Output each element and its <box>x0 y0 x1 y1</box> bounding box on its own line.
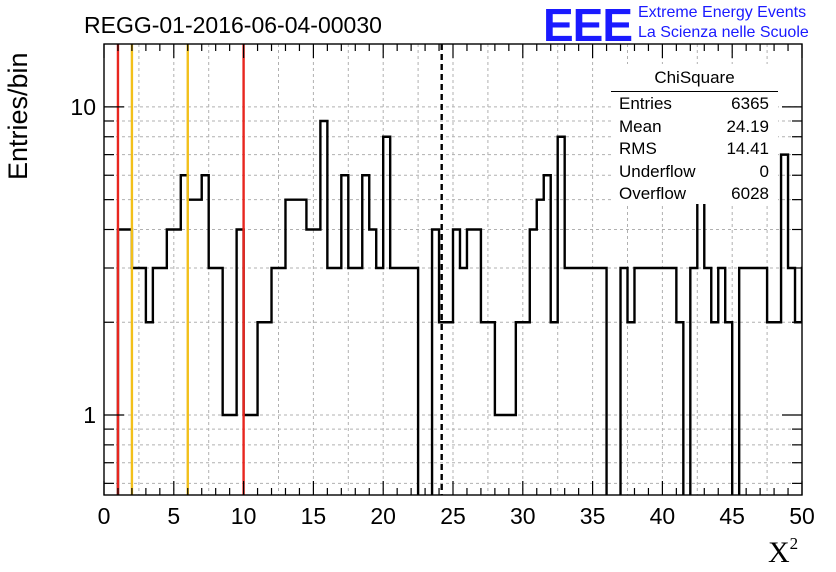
stats-row-overflow: Overflow 6028 <box>619 184 769 206</box>
stats-row-entries: Entries 6365 <box>619 94 769 116</box>
stats-divider <box>611 91 778 92</box>
stats-value: 0 <box>759 162 769 181</box>
x-tick-label: 45 <box>719 503 745 529</box>
eee-logo: EEE Extreme Energy Events La Scienza nel… <box>543 0 833 51</box>
x-tick-label: 35 <box>580 503 606 529</box>
y-tick-label: 1 <box>83 402 96 428</box>
eee-logo-mark: EEE <box>543 0 633 51</box>
x-tick-label: 15 <box>301 503 327 529</box>
stats-value: 24.19 <box>726 117 769 136</box>
stats-label: Overflow <box>619 184 687 203</box>
stats-row-rms: RMS 14.41 <box>619 139 769 161</box>
eee-logo-line1: Extreme Energy Events <box>638 4 807 21</box>
y-axis-label: Entries/bin <box>3 52 33 180</box>
x-tick-label: 40 <box>650 503 676 529</box>
stats-label: Underflow <box>619 162 696 181</box>
stats-label: Entries <box>619 94 672 113</box>
stats-row-underflow: Underflow 0 <box>619 162 769 184</box>
stats-value: 6365 <box>731 94 769 113</box>
stats-title: ChiSquare <box>654 68 735 87</box>
stats-label: RMS <box>619 139 657 158</box>
chart-title: REGG-01-2016-06-04-00030 <box>84 12 382 38</box>
x-tick-label: 0 <box>98 503 111 529</box>
stats-label: Mean <box>619 117 662 136</box>
stats-value: 6028 <box>731 184 769 203</box>
x-axis-label: X2 <box>768 534 799 569</box>
stats-row-mean: Mean 24.19 <box>619 117 769 139</box>
stats-value: 14.41 <box>726 139 769 158</box>
x-tick-label: 50 <box>789 503 815 529</box>
x-tick-label: 10 <box>231 503 257 529</box>
stats-box: ChiSquare Entries 6365 Mean 24.19 RMS 14… <box>611 64 778 204</box>
x-tick-label: 30 <box>510 503 536 529</box>
x-tick-label: 20 <box>370 503 396 529</box>
x-tick-label: 25 <box>440 503 466 529</box>
y-tick-label: 10 <box>70 94 96 120</box>
histogram-line <box>116 119 802 495</box>
x-tick-label: 5 <box>167 503 180 529</box>
eee-logo-line2: La Scienza nelle Scuole <box>638 24 809 41</box>
